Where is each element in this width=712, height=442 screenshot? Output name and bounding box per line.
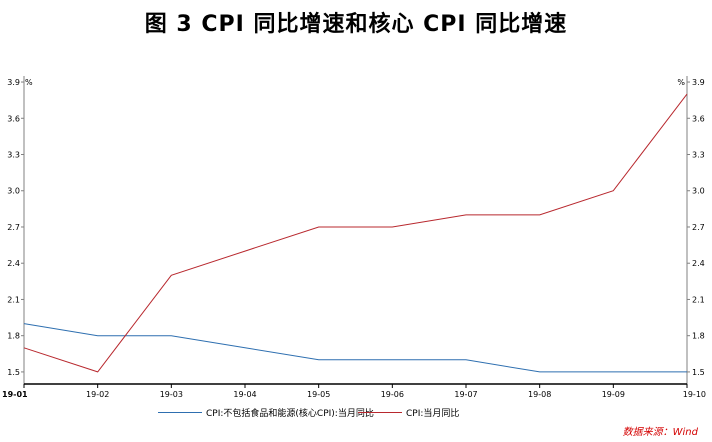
series-line-cpi	[23, 93, 688, 373]
x-tick-label: 19-03	[160, 390, 183, 399]
x-tick-label: 19-10	[683, 390, 706, 399]
series-lines	[23, 93, 688, 373]
y-tick-label-left: 2.4	[7, 259, 20, 268]
y-tick-label-right: 1.5	[692, 368, 705, 377]
y-tick-label-right: 1.8	[692, 332, 705, 341]
data-source-note: 数据来源：Wind	[622, 427, 698, 438]
y-tick-label-left: 2.7	[7, 223, 20, 232]
legend-label-cpi: CPI:当月同比	[406, 409, 460, 419]
x-tick-label: 19-05	[307, 390, 330, 399]
y-tick-label-left: 3.3	[7, 151, 20, 160]
legend-label-core-cpi: CPI:不包括食品和能源(核心CPI):当月同比	[206, 409, 374, 419]
y-tick-label-left: 3.6	[7, 114, 20, 123]
y-unit-right: %	[677, 78, 685, 87]
y-tick-label-left: 1.5	[7, 368, 20, 377]
x-tick-label: 19-01	[2, 390, 28, 399]
y-tick-label-left: 1.8	[7, 332, 20, 341]
legend-item-cpi: CPI:当月同比	[358, 406, 459, 419]
y-tick-label-right: 3.9	[692, 78, 705, 87]
y-tick-label-right: 3.0	[692, 187, 705, 196]
x-tick-label: 19-08	[528, 390, 551, 399]
x-tick-label: 19-09	[602, 390, 625, 399]
y-tick-label-right: 2.4	[692, 259, 705, 268]
x-tick-label: 19-04	[233, 390, 256, 399]
y-tick-label-right: 3.6	[692, 114, 705, 123]
x-tick-label: 19-06	[381, 390, 404, 399]
x-tick-label: 19-07	[454, 390, 477, 399]
y-tick-label-right: 3.3	[692, 151, 705, 160]
series-line-core-cpi	[23, 323, 687, 373]
y-tick-label-right: 2.1	[692, 295, 705, 304]
legend-swatch-core-cpi	[158, 412, 202, 413]
legend-swatch-cpi	[358, 412, 402, 413]
chart-title: 图 3 CPI 同比增速和核心 CPI 同比增速	[144, 12, 568, 37]
x-tick-label: 19-02	[86, 390, 109, 399]
y-tick-label-left: 3.9	[7, 78, 20, 87]
y-tick-label-right: 2.7	[692, 223, 705, 232]
axes: % % 1.5 1.5 1.8 1.8 2.1 2.1 2.4 2.4 2.7 2.7 3.0 3.0 3.…	[2, 76, 706, 399]
y-tick-label-left: 3.0	[7, 187, 20, 196]
legend-item-core-cpi: CPI:不包括食品和能源(核心CPI):当月同比	[158, 406, 374, 419]
y-tick-label-left: 2.1	[7, 295, 20, 304]
y-unit-left: %	[25, 78, 33, 87]
